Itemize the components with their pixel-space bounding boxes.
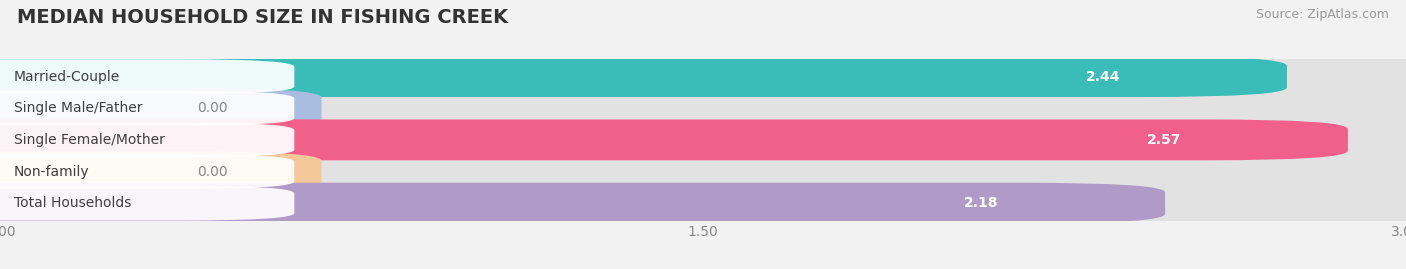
FancyBboxPatch shape: [0, 183, 1166, 224]
FancyBboxPatch shape: [0, 119, 1348, 160]
FancyBboxPatch shape: [0, 186, 294, 221]
FancyBboxPatch shape: [0, 88, 1406, 129]
Text: Married-Couple: Married-Couple: [14, 70, 121, 84]
Text: 0.00: 0.00: [197, 165, 228, 179]
Text: Source: ZipAtlas.com: Source: ZipAtlas.com: [1256, 8, 1389, 21]
FancyBboxPatch shape: [0, 88, 322, 129]
FancyBboxPatch shape: [0, 151, 1406, 192]
FancyBboxPatch shape: [0, 56, 1286, 97]
Text: Total Households: Total Households: [14, 196, 131, 210]
Text: Non-family: Non-family: [14, 165, 90, 179]
Text: 0.00: 0.00: [197, 101, 228, 115]
FancyBboxPatch shape: [0, 59, 294, 94]
FancyBboxPatch shape: [0, 154, 294, 189]
Text: 2.18: 2.18: [963, 196, 998, 210]
Text: Single Male/Father: Single Male/Father: [14, 101, 142, 115]
FancyBboxPatch shape: [0, 183, 1406, 224]
Text: MEDIAN HOUSEHOLD SIZE IN FISHING CREEK: MEDIAN HOUSEHOLD SIZE IN FISHING CREEK: [17, 8, 508, 27]
FancyBboxPatch shape: [0, 91, 294, 126]
Text: 2.57: 2.57: [1147, 133, 1181, 147]
Text: 2.44: 2.44: [1085, 70, 1121, 84]
FancyBboxPatch shape: [0, 56, 1406, 97]
FancyBboxPatch shape: [0, 151, 322, 192]
FancyBboxPatch shape: [0, 119, 1406, 160]
Text: Single Female/Mother: Single Female/Mother: [14, 133, 165, 147]
FancyBboxPatch shape: [0, 123, 294, 157]
